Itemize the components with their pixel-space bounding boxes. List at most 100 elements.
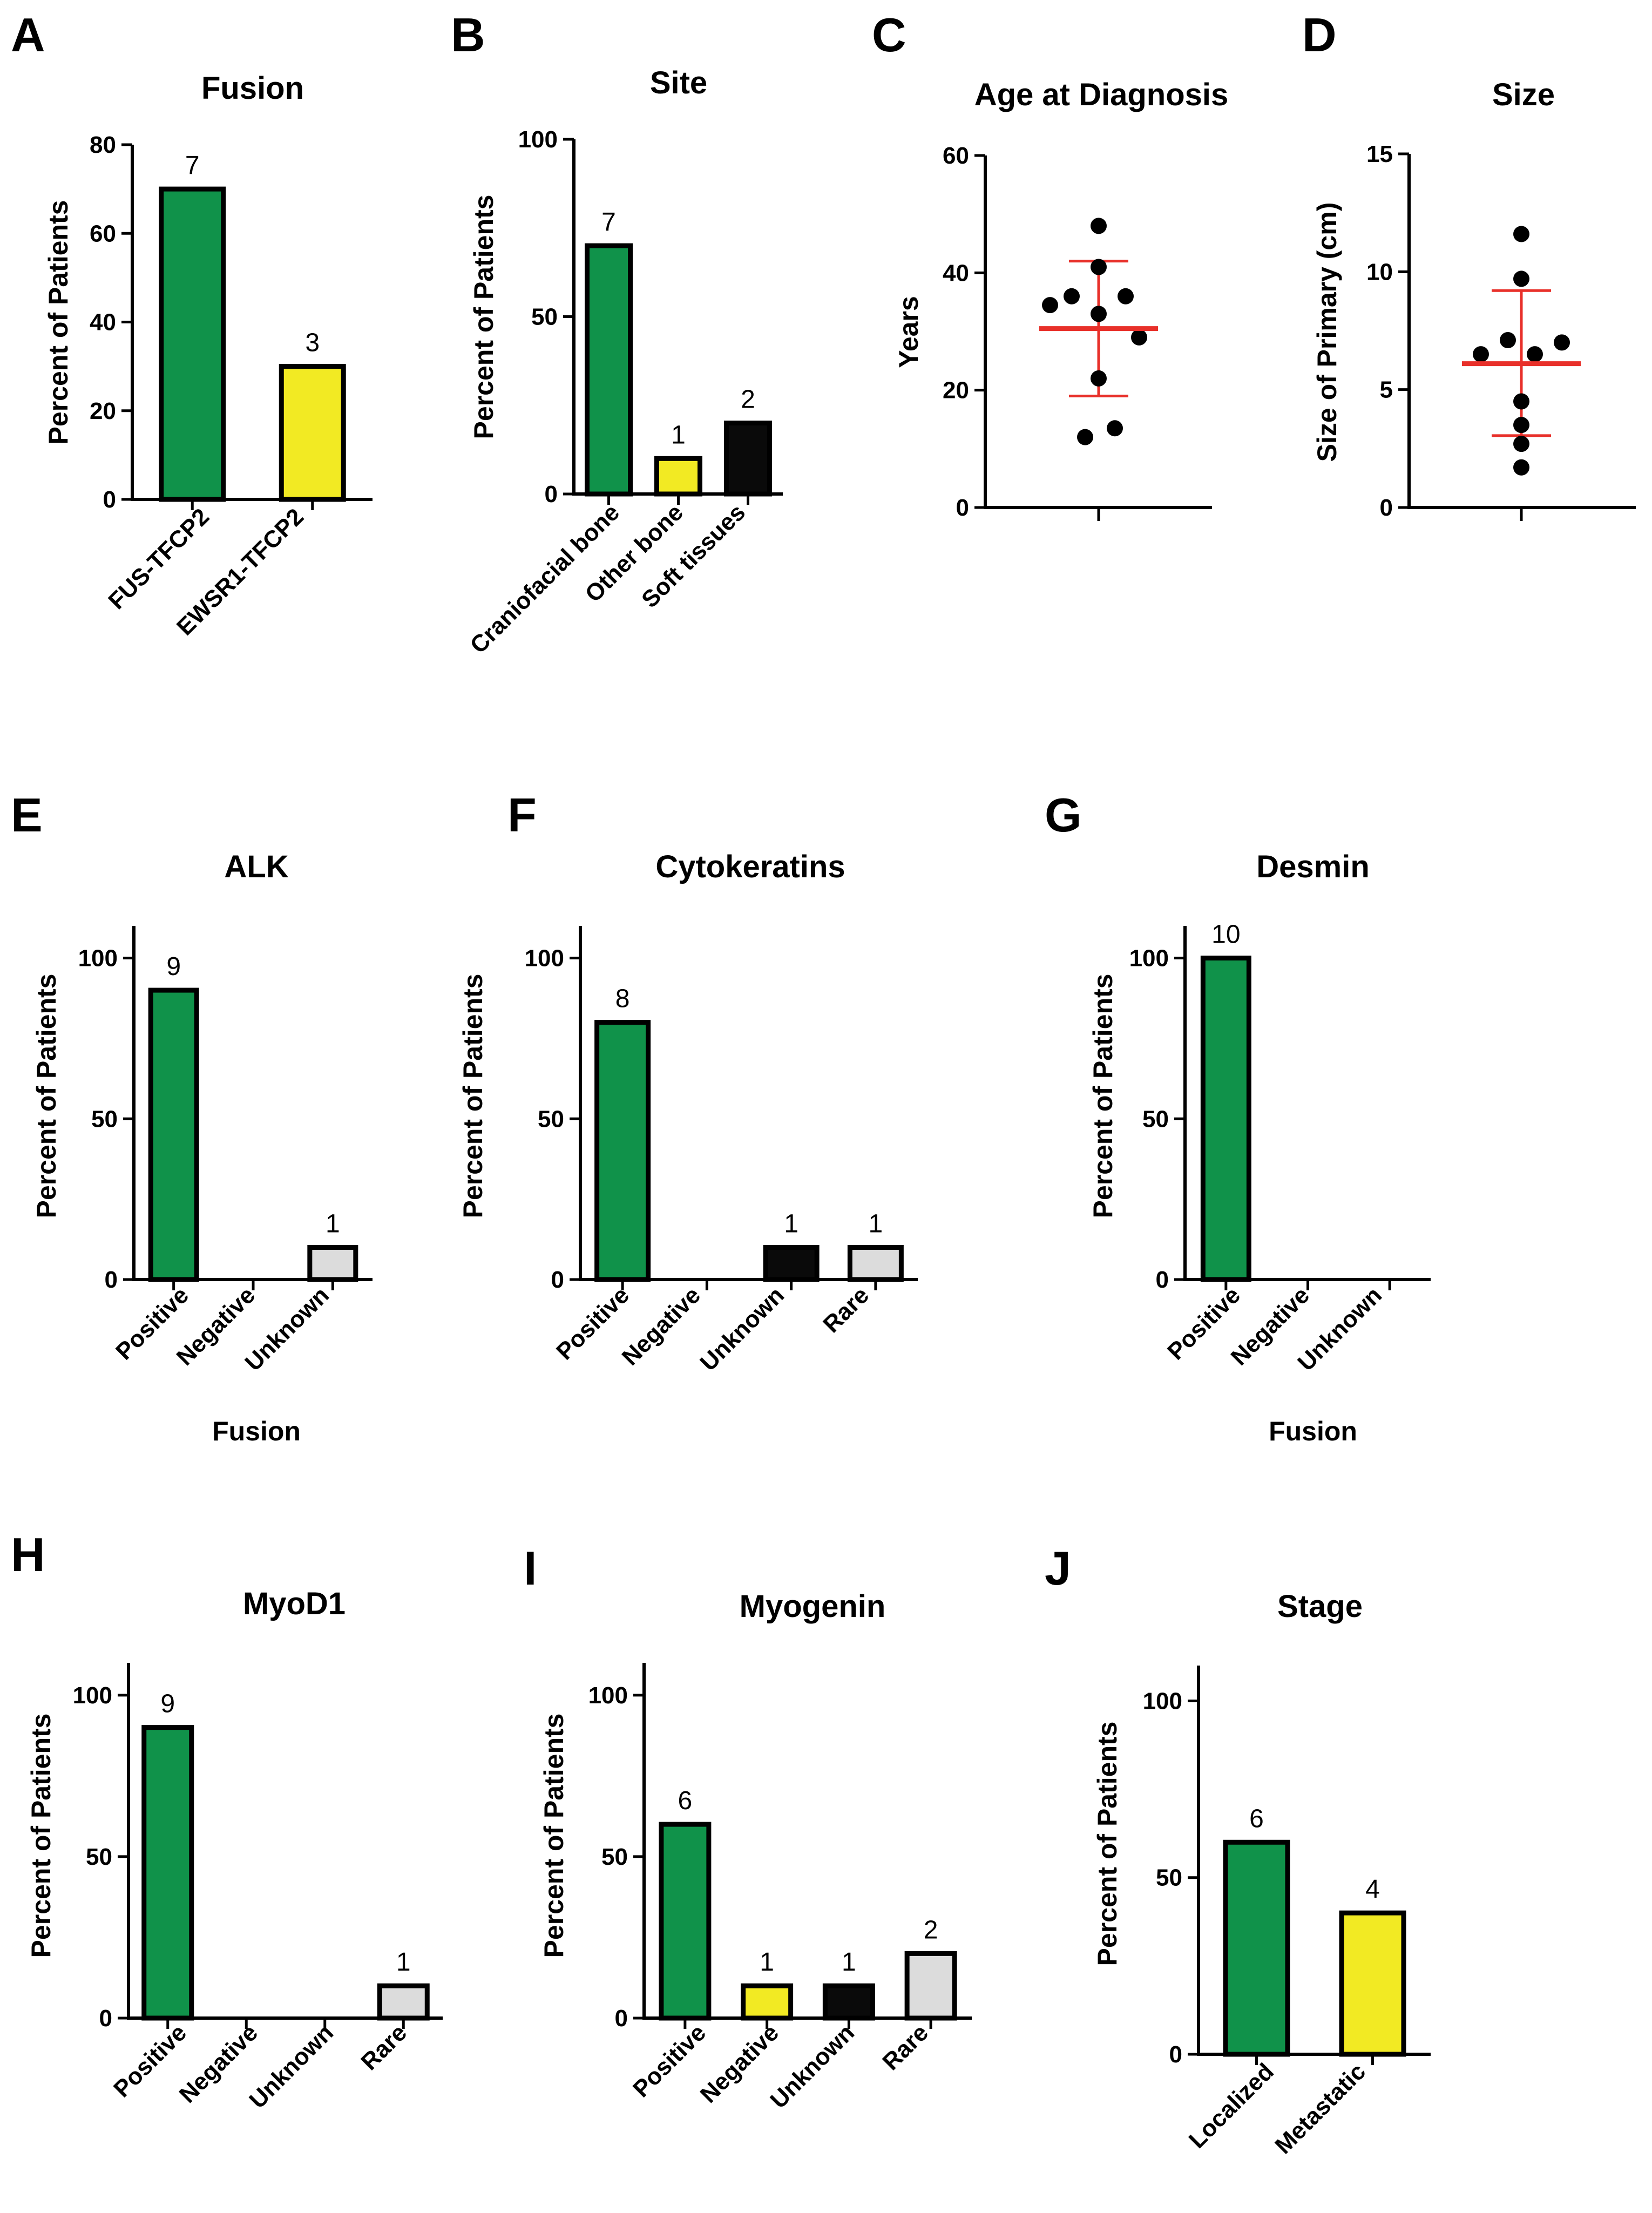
panel-label-J: J bbox=[1045, 1541, 1071, 1595]
data-point bbox=[1554, 334, 1570, 351]
data-point bbox=[1077, 429, 1093, 445]
data-label: 9 bbox=[166, 952, 181, 981]
y-tick-label: 0 bbox=[615, 2005, 628, 2032]
y-tick-label: 100 bbox=[1143, 1688, 1182, 1714]
y-tick-label: 100 bbox=[78, 945, 118, 972]
y-axis-title: Size of Primary (cm) bbox=[1312, 202, 1342, 462]
x-category-labels: Positive Negative Unknown Rare bbox=[551, 1282, 874, 1376]
y-axis-title: Percent of Patients bbox=[1088, 974, 1118, 1219]
panel-J: J Stage Percent of Patients 0 50 100 6 4 Loc… bbox=[1045, 1541, 1431, 2159]
data-point bbox=[1513, 226, 1529, 242]
y-axis-title: Percent of Patients bbox=[26, 1714, 56, 1958]
x-category-labels: Positive Negative Unknown Rare bbox=[109, 2019, 412, 2114]
data-label: 2 bbox=[741, 385, 755, 414]
x-category-label: Metastatic bbox=[1270, 2058, 1371, 2159]
plot-area: 0 50 100 10 bbox=[1129, 921, 1431, 1293]
x-category-label: Unknown bbox=[695, 1282, 789, 1376]
y-tick-label: 50 bbox=[531, 304, 558, 330]
y-axis-title: Percent of Patients bbox=[31, 974, 62, 1219]
bar bbox=[904, 1951, 957, 2021]
y-tick-label: 0 bbox=[103, 486, 116, 513]
data-point bbox=[1500, 331, 1516, 348]
panel-label-A: A bbox=[11, 8, 45, 62]
data-point bbox=[1091, 306, 1107, 322]
y-tick-label: 0 bbox=[1380, 495, 1393, 521]
bar bbox=[307, 1244, 358, 1282]
chart-title: Site bbox=[650, 65, 707, 100]
plot-area: 0 50 100 8 1 1 bbox=[525, 926, 918, 1293]
panel-label-B: B bbox=[451, 8, 485, 62]
y-tick-label: 100 bbox=[588, 1682, 628, 1709]
data-point bbox=[1042, 297, 1058, 314]
data-label: 1 bbox=[842, 1948, 856, 1977]
y-axis-title: Percent of Patients bbox=[469, 195, 499, 439]
data-label: 1 bbox=[326, 1209, 340, 1238]
data-point bbox=[1064, 288, 1080, 304]
panel-label-I: I bbox=[524, 1541, 537, 1595]
data-label: 6 bbox=[1249, 1804, 1264, 1833]
x-axis-title: Fusion bbox=[1269, 1416, 1357, 1446]
data-label: 1 bbox=[396, 1948, 411, 1977]
data-label: 4 bbox=[1365, 1875, 1380, 1904]
panel-label-G: G bbox=[1045, 788, 1081, 842]
data-point bbox=[1091, 259, 1107, 275]
data-label: 1 bbox=[671, 421, 686, 449]
panel-label-F: F bbox=[507, 788, 537, 842]
bar bbox=[377, 1983, 430, 2021]
data-point bbox=[1118, 288, 1134, 304]
y-tick-label: 10 bbox=[1366, 259, 1393, 285]
data-point bbox=[1527, 346, 1543, 363]
y-axis-title: Years bbox=[893, 296, 924, 368]
plot-area: 0 5 10 15 bbox=[1366, 141, 1636, 521]
y-tick-label: 0 bbox=[1169, 2041, 1182, 2068]
y-tick-label: 50 bbox=[1142, 1106, 1169, 1132]
y-tick-label: 50 bbox=[91, 1106, 118, 1132]
panel-F: F Cytokeratins Percent of Patients 0 50 10… bbox=[458, 788, 918, 1376]
x-category-labels: FUS-TFCP2 EWSR1-TFCP2 bbox=[103, 503, 309, 640]
chart-title: Fusion bbox=[201, 71, 304, 106]
y-tick-label: 5 bbox=[1380, 377, 1393, 403]
data-label: 6 bbox=[678, 1786, 693, 1815]
data-point bbox=[1513, 417, 1529, 434]
panel-label-D: D bbox=[1302, 8, 1337, 62]
panel-I: I Myogenin Percent of Patients 0 50 100 6 1 1… bbox=[524, 1541, 972, 2114]
y-tick-label: 100 bbox=[525, 945, 564, 972]
y-tick-label: 20 bbox=[943, 377, 969, 404]
data-point bbox=[1513, 436, 1529, 452]
bar bbox=[659, 1822, 712, 2021]
y-axis-title: Percent of Patients bbox=[1092, 1722, 1122, 1966]
plot-area: 0 50 100 6 4 bbox=[1143, 1666, 1431, 2068]
bar bbox=[1200, 956, 1251, 1282]
chart-title: MyoD1 bbox=[243, 1586, 346, 1621]
y-tick-label: 40 bbox=[90, 309, 116, 336]
y-tick-label: 80 bbox=[90, 132, 116, 158]
x-category-label: Unknown bbox=[765, 2019, 859, 2114]
plot-area: 0 50 100 6 1 1 2 bbox=[588, 1663, 972, 2032]
data-point bbox=[1091, 218, 1107, 234]
x-category-label: Rare bbox=[877, 2019, 933, 2075]
y-tick-label: 100 bbox=[73, 1682, 112, 1709]
data-label: 3 bbox=[305, 329, 320, 357]
plot-area: 0 20 40 60 bbox=[943, 143, 1212, 521]
data-point bbox=[1473, 346, 1489, 363]
plot-area: 0 50 100 9 1 bbox=[78, 926, 373, 1293]
chart-title: Age at Diagnosis bbox=[974, 77, 1229, 112]
y-tick-label: 0 bbox=[99, 2005, 112, 2032]
data-label: 9 bbox=[160, 1690, 175, 1718]
bar bbox=[585, 243, 633, 497]
panel-label-H: H bbox=[11, 1528, 45, 1581]
y-tick-label: 15 bbox=[1366, 141, 1393, 167]
data-label: 1 bbox=[869, 1209, 883, 1238]
chart-title: Desmin bbox=[1256, 849, 1370, 884]
x-axis-title: Fusion bbox=[212, 1416, 301, 1446]
y-axis-title: Percent of Patients bbox=[539, 1714, 569, 1958]
y-tick-label: 50 bbox=[1156, 1865, 1182, 1891]
y-axis-title: Percent of Patients bbox=[43, 200, 73, 445]
x-category-label: Rare bbox=[818, 1282, 874, 1338]
bar bbox=[1339, 1910, 1406, 2057]
data-label: 7 bbox=[601, 208, 616, 236]
x-category-label: Unknown bbox=[244, 2019, 338, 2114]
y-tick-label: 50 bbox=[538, 1106, 564, 1132]
data-point bbox=[1131, 329, 1147, 346]
bar bbox=[159, 186, 226, 502]
